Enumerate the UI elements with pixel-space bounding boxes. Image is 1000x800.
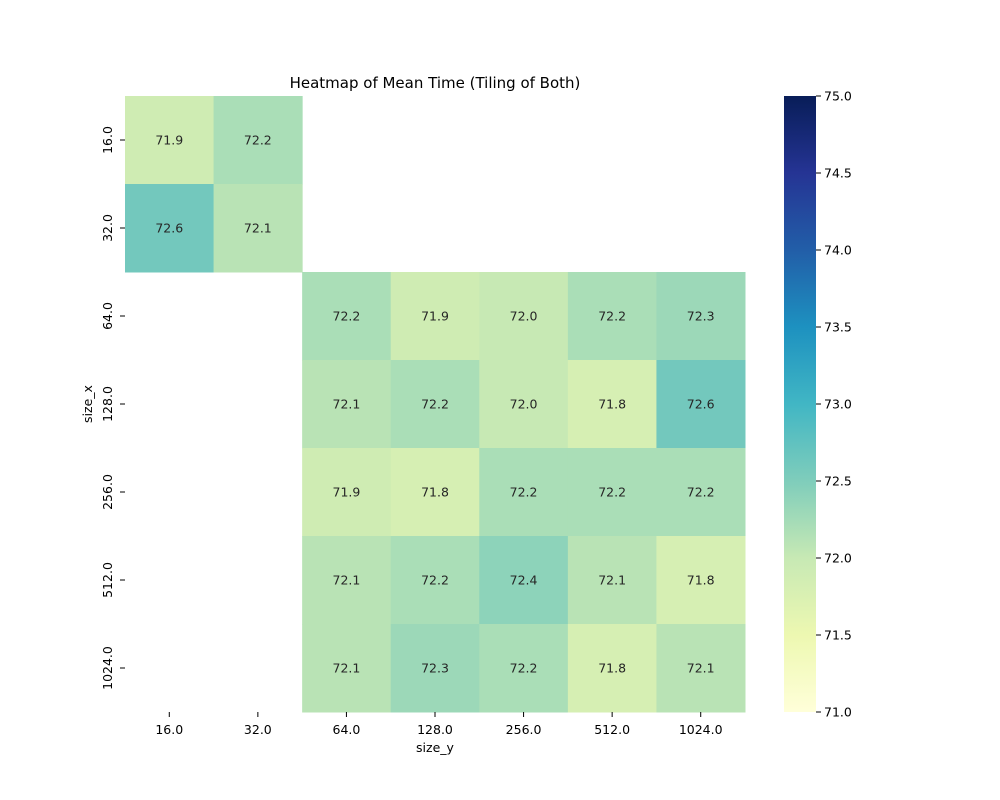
heatmap-cell (302, 624, 392, 713)
y-tick-label: 128.0 (100, 386, 115, 422)
colorbar-tick-label: 72.5 (824, 474, 852, 489)
cell-value-label: 71.8 (421, 485, 449, 500)
cell-value-label: 72.1 (333, 397, 361, 412)
x-tick-label: 32.0 (244, 722, 272, 737)
x-tick-label: 16.0 (155, 722, 183, 737)
colorbar (784, 96, 816, 712)
heatmap-cell (656, 272, 746, 361)
y-axis-label: size_x (80, 385, 95, 423)
colorbar-tick-label: 72.0 (824, 551, 852, 566)
cell-value-label: 71.9 (155, 133, 183, 148)
x-axis-ticks: 16.0 32.0 64.0 128.0 256.0 512.0 1024.0 (155, 712, 723, 737)
heatmap-cell (567, 360, 657, 449)
heatmap-cell (390, 360, 480, 449)
y-axis-ticks: 16.0 32.0 64.0 128.0 256.0 512.0 1024.0 (100, 126, 125, 690)
cell-value-label: 72.2 (421, 397, 449, 412)
cell-value-label: 72.2 (510, 485, 538, 500)
heatmap-cell-labels: 71.9 72.2 72.6 72.1 72.2 71.9 72.0 72.2 72.3 72.1… (155, 133, 714, 676)
heatmap-cell (656, 360, 746, 449)
heatmap-cell (479, 272, 569, 361)
heatmap-cell (479, 448, 569, 537)
heatmap-cell (567, 536, 657, 625)
y-tick-label: 1024.0 (100, 646, 115, 690)
heatmap-cell (479, 624, 569, 713)
x-tick-label: 64.0 (333, 722, 361, 737)
colorbar-tick-label: 74.5 (824, 166, 852, 181)
heatmap-cell (125, 96, 215, 185)
y-tick-label: 64.0 (100, 302, 115, 330)
cell-value-label: 72.3 (687, 309, 715, 324)
cell-value-label: 72.1 (687, 661, 715, 676)
cell-value-label: 71.8 (598, 397, 626, 412)
cell-value-label: 71.8 (598, 661, 626, 676)
x-axis-label: size_y (416, 740, 454, 755)
cell-value-label: 72.0 (510, 309, 538, 324)
heatmap-cell (302, 536, 392, 625)
heatmap-cell (656, 448, 746, 537)
cell-value-label: 71.9 (421, 309, 449, 324)
x-tick-label: 128.0 (417, 722, 453, 737)
cell-value-label: 72.1 (333, 573, 361, 588)
heatmap-cell (390, 624, 480, 713)
heatmap-cell (390, 272, 480, 361)
cell-value-label: 71.8 (687, 573, 715, 588)
cell-value-label: 72.2 (598, 309, 626, 324)
cell-value-label: 72.2 (598, 485, 626, 500)
cell-value-label: 72.2 (421, 573, 449, 588)
heatmap-cell (567, 272, 657, 361)
heatmap-cell (125, 184, 215, 273)
colorbar-tick-label: 73.5 (824, 320, 852, 335)
cell-value-label: 72.1 (333, 661, 361, 676)
cell-value-label: 72.6 (155, 221, 183, 236)
x-tick-label: 1024.0 (679, 722, 723, 737)
y-tick-label: 32.0 (100, 214, 115, 242)
colorbar-ticks: 71.0 71.5 72.0 72.5 73.0 73.5 74.0 74.5 75.0 (816, 89, 852, 720)
colorbar-tick-label: 75.0 (824, 89, 852, 104)
colorbar-tick-label: 71.0 (824, 705, 852, 720)
heatmap-cell (656, 536, 746, 625)
heatmap-cell (390, 536, 480, 625)
heatmap-cell (302, 360, 392, 449)
cell-value-label: 72.2 (333, 309, 361, 324)
y-tick-label: 16.0 (100, 126, 115, 154)
heatmap-cell (302, 448, 392, 537)
cell-value-label: 72.4 (510, 573, 538, 588)
cell-value-label: 72.2 (510, 661, 538, 676)
cell-value-label: 72.1 (244, 221, 272, 236)
cell-value-label: 72.2 (244, 133, 272, 148)
heatmap-cell (567, 624, 657, 713)
heatmap-cell (479, 360, 569, 449)
heatmap-cell (390, 448, 480, 537)
heatmap-cell (656, 624, 746, 713)
cell-value-label: 72.6 (687, 397, 715, 412)
x-tick-label: 512.0 (594, 722, 630, 737)
chart-title: Heatmap of Mean Time (Tiling of Both) (290, 74, 581, 92)
heatmap-cell (479, 536, 569, 625)
heatmap-cell (567, 448, 657, 537)
colorbar-tick-label: 71.5 (824, 628, 852, 643)
cell-value-label: 72.1 (598, 573, 626, 588)
cell-value-label: 71.9 (333, 485, 361, 500)
heatmap-cells (125, 96, 746, 713)
colorbar-tick-label: 74.0 (824, 243, 852, 258)
cell-value-label: 72.2 (687, 485, 715, 500)
heatmap-cell (213, 96, 303, 185)
colorbar-tick-label: 73.0 (824, 397, 852, 412)
y-tick-label: 512.0 (100, 562, 115, 598)
heatmap-cell (302, 272, 392, 361)
y-tick-label: 256.0 (100, 474, 115, 510)
heatmap-cell (213, 184, 303, 273)
cell-value-label: 72.0 (510, 397, 538, 412)
cell-value-label: 72.3 (421, 661, 449, 676)
x-tick-label: 256.0 (506, 722, 542, 737)
